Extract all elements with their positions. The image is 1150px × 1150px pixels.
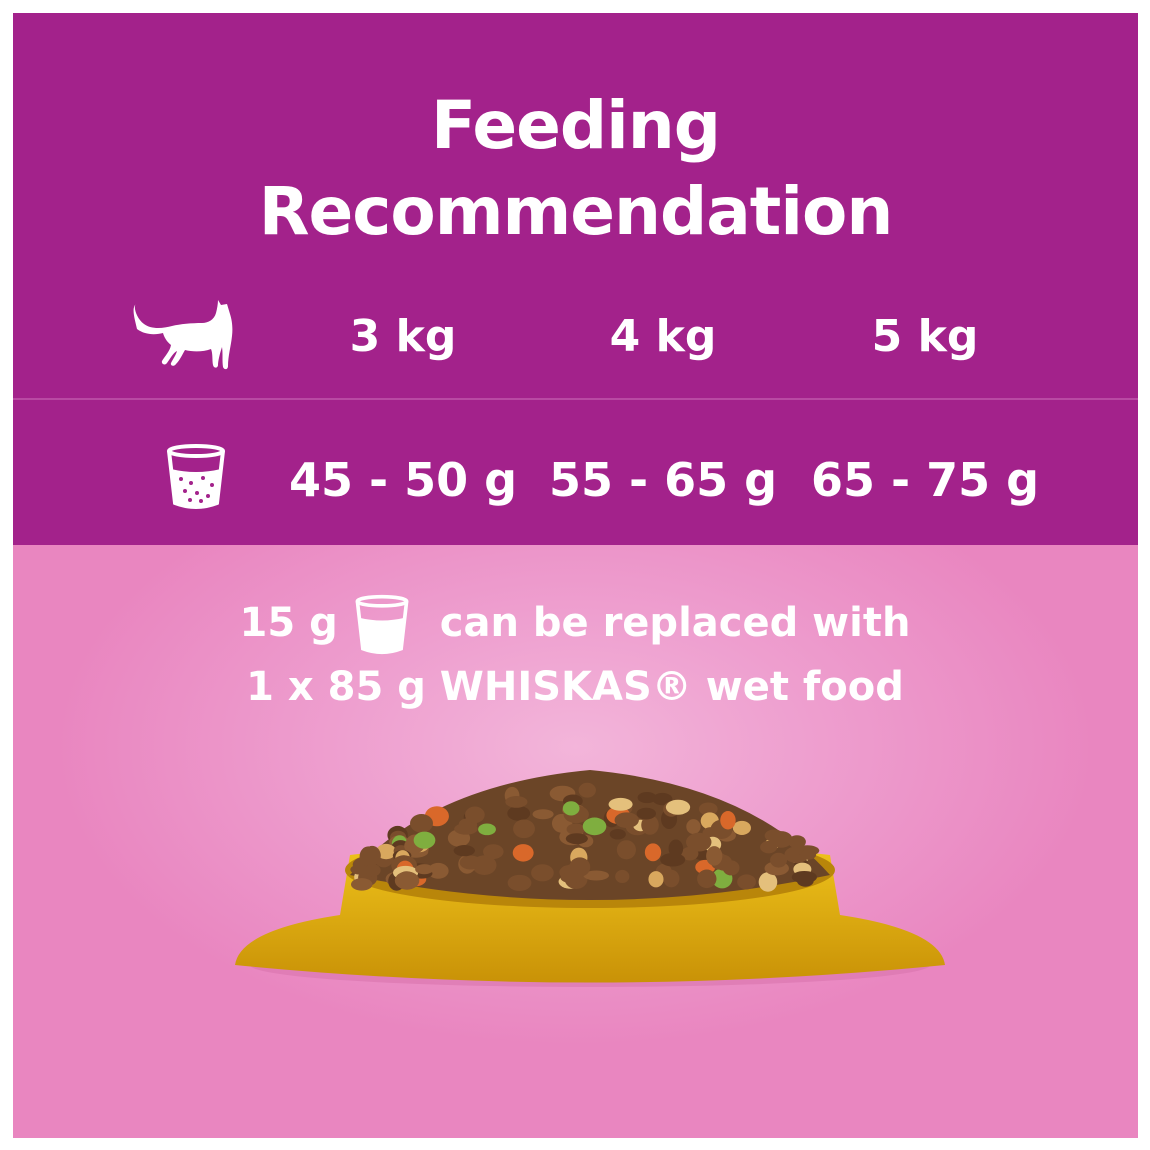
kibble-piece (644, 843, 662, 862)
kibble-piece (769, 831, 793, 848)
kibble-piece (483, 844, 504, 860)
kibble-piece (722, 860, 740, 876)
kibble-piece (608, 797, 633, 811)
kibble-piece (465, 806, 485, 824)
kibble-piece (365, 864, 381, 877)
kibble-piece (609, 828, 626, 840)
kibble-piece (560, 872, 583, 884)
kibble-piece (648, 871, 664, 888)
kibble-piece (641, 815, 659, 835)
kibble-piece (800, 849, 817, 860)
kibble-piece (513, 819, 535, 839)
note-text-1: can be replaced with (439, 600, 911, 646)
measuring-cup-icon (352, 594, 412, 656)
amount-5kg: 65 - 75 g (810, 453, 1040, 507)
kibble-piece (478, 823, 496, 836)
page-title: Feeding Recommendation (13, 83, 1138, 255)
kibble-piece (614, 812, 639, 829)
kibble-piece (507, 805, 531, 821)
kibble-piece (507, 874, 532, 891)
kibble-piece (363, 845, 381, 866)
row-divider (13, 398, 1138, 400)
kibble-piece (394, 871, 420, 890)
cat-icon (133, 296, 237, 374)
kibble-piece (697, 869, 717, 889)
kibble-piece (636, 807, 656, 820)
kibble-piece (686, 832, 712, 852)
kibble-piece (427, 862, 449, 879)
kibble-piece (615, 869, 630, 884)
kibble-piece (796, 875, 814, 887)
kibble-piece (788, 835, 806, 849)
kibble-piece (512, 844, 534, 862)
kibble-piece (698, 802, 718, 816)
kibble-piece (566, 823, 586, 835)
amount-3kg: 45 - 50 g (288, 453, 518, 507)
kibble-piece (737, 874, 756, 890)
kibble-piece (459, 855, 482, 870)
kibble-piece (732, 820, 751, 836)
kibble-piece (531, 864, 554, 882)
kibble-piece (415, 864, 434, 875)
kibble-piece (453, 845, 475, 857)
kibble-piece (686, 819, 701, 835)
kibble-piece (652, 792, 673, 806)
kibble-piece (660, 852, 686, 867)
kibble-piece (578, 782, 596, 798)
wet-food-note: 15 g can be replaced with 1 x 85 g WHISKA… (0, 592, 1150, 718)
kibble-piece (720, 810, 736, 830)
weight-3kg: 3 kg (349, 311, 457, 362)
kibble-piece (350, 878, 373, 891)
kibble-piece (569, 857, 591, 877)
kibble-piece (663, 869, 680, 888)
feeding-table-panel: Feeding Recommendation 3 kg 4 kg 5 kg 45… (13, 13, 1138, 545)
title-line-2: Recommendation (258, 173, 894, 250)
kibble-piece (637, 792, 657, 804)
kibble-piece (770, 852, 788, 868)
kibble-piece (758, 872, 778, 892)
weight-4kg: 4 kg (609, 311, 717, 362)
measuring-cup-icon (165, 443, 227, 511)
note-amount: 15 g (239, 600, 338, 646)
kibble-piece (616, 840, 636, 860)
kibble-piece (505, 796, 528, 808)
kibble-piece (582, 817, 607, 836)
kibble-piece (376, 843, 397, 860)
kibble-piece (665, 799, 691, 815)
note-text-2: 1 x 85 g WHISKAS® wet food (246, 664, 904, 710)
title-line-1: Feeding (430, 87, 721, 164)
kibble-piece (413, 831, 436, 849)
kibble-piece (565, 833, 588, 845)
amount-4kg: 55 - 65 g (548, 453, 778, 507)
kibble-piece (562, 801, 580, 816)
kibble-piece (668, 839, 684, 858)
weight-5kg: 5 kg (871, 311, 979, 362)
kibble-piece (706, 846, 723, 866)
kibble-piece (410, 814, 433, 833)
food-bowl-image (230, 765, 950, 995)
kibble-piece (583, 870, 609, 881)
kibble-piece (532, 809, 554, 820)
